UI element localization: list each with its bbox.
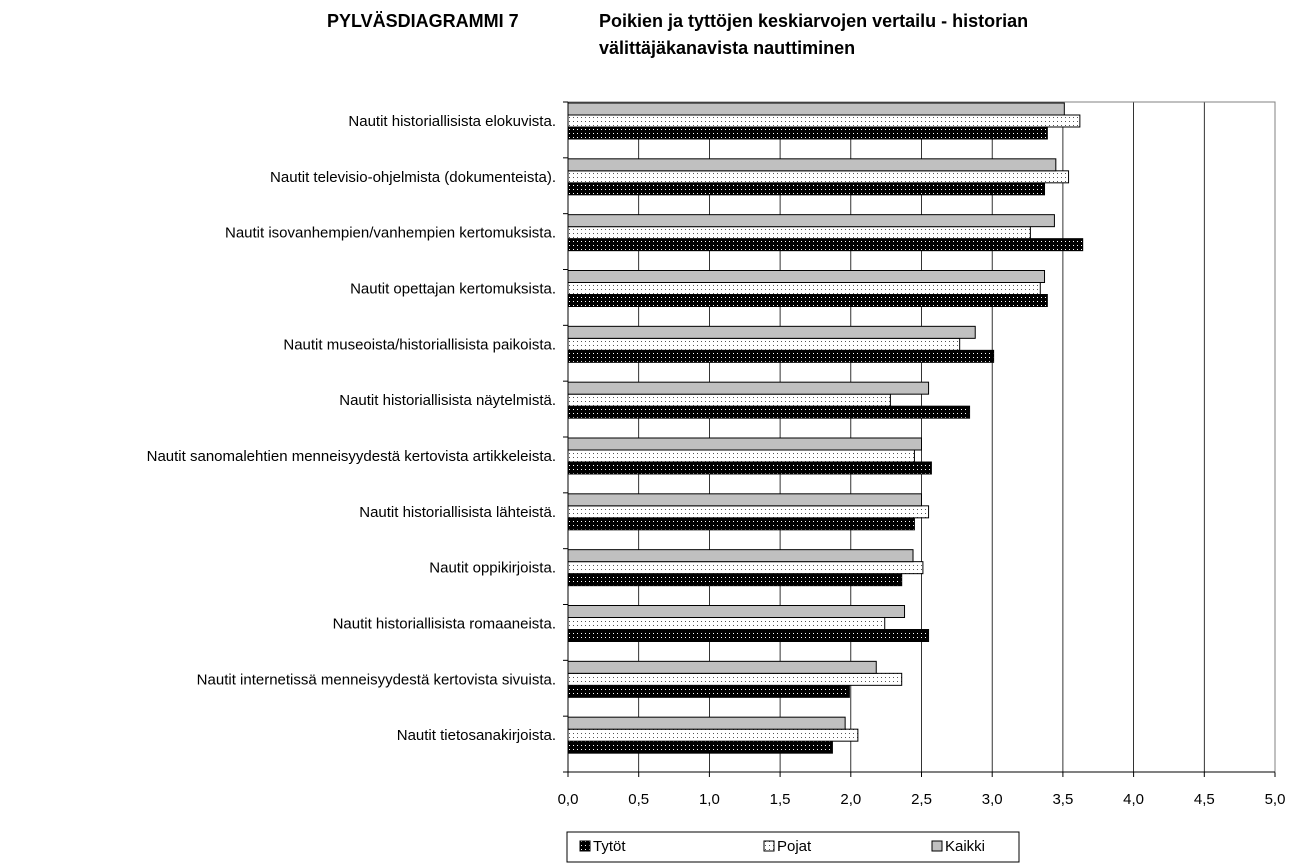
bar xyxy=(567,573,903,587)
x-tick-label: 2,5 xyxy=(911,791,932,808)
bar xyxy=(567,405,971,419)
bar xyxy=(567,214,1055,228)
bar xyxy=(567,226,1031,240)
legend-swatch xyxy=(763,840,775,852)
x-tick-label: 3,5 xyxy=(1052,791,1073,808)
y-tick-label: Nautit historiallisista elokuvista. xyxy=(348,113,556,130)
legend-swatch xyxy=(579,840,591,852)
bar xyxy=(567,238,1084,252)
bar xyxy=(567,381,930,395)
bar xyxy=(567,672,903,686)
bar xyxy=(567,740,833,754)
bar xyxy=(567,605,906,618)
bar xyxy=(567,325,976,339)
bar xyxy=(567,182,1046,196)
y-tick-label: Nautit tietosanakirjoista. xyxy=(397,727,556,744)
y-tick-label: Nautit historiallisista näytelmistä. xyxy=(339,392,556,409)
y-tick-label: Nautit televisio-ohjelmista (dokumenteis… xyxy=(270,169,556,186)
x-tick-label: 1,5 xyxy=(770,791,791,808)
y-tick-label: Nautit isovanhempien/vanhempien kertomuk… xyxy=(225,225,556,242)
bar xyxy=(567,716,846,730)
bar xyxy=(567,282,1041,295)
x-tick-label: 4,0 xyxy=(1123,791,1144,808)
bar xyxy=(567,449,915,463)
bar xyxy=(567,158,1057,172)
y-tick-label: Nautit internetissä menneisyydestä kerto… xyxy=(197,671,556,688)
bar xyxy=(567,728,859,742)
y-tick-label: Nautit oppikirjoista. xyxy=(429,560,556,577)
y-tick-label: Nautit museoista/historiallisista paikoi… xyxy=(283,336,556,353)
bar xyxy=(567,102,1065,116)
bar xyxy=(567,393,891,407)
legend-label: Tytöt xyxy=(593,838,626,855)
x-tick-label: 4,5 xyxy=(1194,791,1215,808)
x-tick-label: 0,0 xyxy=(558,791,579,808)
bar xyxy=(567,629,930,642)
bar xyxy=(567,505,930,519)
x-tick-label: 1,0 xyxy=(699,791,720,808)
bar xyxy=(567,337,961,351)
y-tick-label: Nautit opettajan kertomuksista. xyxy=(350,280,556,297)
bar xyxy=(567,660,877,674)
bar xyxy=(567,617,886,630)
legend-label: Kaikki xyxy=(945,838,985,855)
bar xyxy=(567,270,1046,283)
x-tick-label: 3,0 xyxy=(982,791,1003,808)
bar xyxy=(567,461,932,475)
bar xyxy=(567,170,1070,184)
y-tick-label: Nautit historiallisista lähteistä. xyxy=(359,504,556,521)
chart-title: PYLVÄSDIAGRAMMI 7 xyxy=(327,11,519,31)
bar xyxy=(567,493,922,507)
legend-swatch xyxy=(931,840,943,852)
bar xyxy=(567,437,922,451)
chart-title: välittäjäkanavista nauttiminen xyxy=(599,38,855,58)
chart-title: Poikien ja tyttöjen keskiarvojen vertail… xyxy=(599,11,1028,31)
bar xyxy=(567,349,995,363)
x-tick-label: 5,0 xyxy=(1265,791,1286,808)
legend-box xyxy=(566,831,1020,863)
y-tick-label: Nautit sanomalehtien menneisyydestä kert… xyxy=(147,448,556,465)
bar xyxy=(567,549,914,563)
legend-label: Pojat xyxy=(777,838,812,855)
bar xyxy=(567,517,915,531)
bar xyxy=(567,294,1048,307)
bar xyxy=(567,684,850,698)
bar xyxy=(567,114,1081,128)
bar xyxy=(567,126,1048,140)
x-tick-label: 0,5 xyxy=(628,791,649,808)
y-tick-label: Nautit historiallisista romaaneista. xyxy=(333,615,556,632)
bar xyxy=(567,561,924,575)
x-tick-label: 2,0 xyxy=(840,791,861,808)
